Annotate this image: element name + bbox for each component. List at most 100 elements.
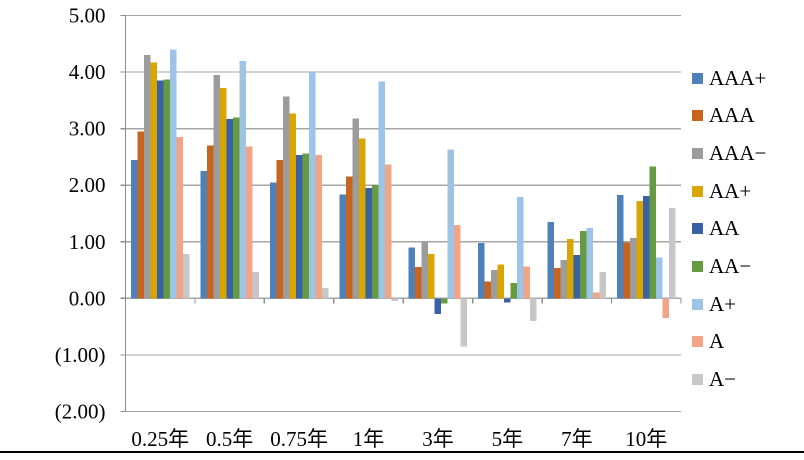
legend-swatch-icon	[692, 374, 703, 385]
x-axis-category-label: 0.5年	[206, 427, 253, 451]
bar	[497, 264, 505, 299]
bar	[408, 247, 416, 299]
legend-label: AA−	[709, 253, 752, 278]
bar	[630, 237, 637, 299]
bar	[269, 182, 277, 299]
legend-swatch-icon	[692, 110, 703, 122]
bar	[358, 138, 366, 299]
y-axis-tick-label: 5.00	[69, 4, 106, 28]
bar	[308, 72, 316, 299]
legend-swatch-icon	[692, 147, 703, 159]
bar	[163, 79, 170, 299]
bar	[226, 119, 233, 299]
y-axis-tick-label: 0.00	[69, 286, 106, 310]
bar	[586, 228, 594, 299]
bar	[289, 113, 296, 299]
bar	[219, 87, 227, 299]
y-axis-tick-label: 1.00	[69, 230, 106, 254]
bar	[517, 197, 524, 299]
bar	[352, 118, 359, 299]
x-axis-category-label: 10年	[625, 427, 667, 451]
bar	[421, 241, 429, 299]
bar	[643, 195, 650, 299]
legend-swatch-icon	[692, 185, 703, 197]
bar	[454, 224, 461, 299]
bar	[491, 270, 498, 299]
bar	[282, 96, 290, 299]
legend-swatch-icon	[692, 223, 703, 235]
x-axis-category-label: 7年	[561, 427, 593, 451]
x-axis-category-label: 0.25年	[131, 427, 189, 451]
bar	[143, 55, 151, 299]
legend-label: AAA−	[709, 140, 767, 165]
bar	[530, 298, 537, 321]
legend-item: A−	[692, 369, 766, 391]
x-axis-category-label: 0.75年	[270, 427, 328, 451]
bar	[547, 221, 555, 299]
bar	[428, 254, 435, 299]
bar	[599, 271, 607, 299]
page-border-line	[0, 451, 804, 453]
legend-item: AAA	[692, 105, 766, 127]
bar	[182, 254, 190, 299]
chart-legend: AAA+ AAA AAA− AA+ AA AA− A+ A A−	[692, 67, 766, 406]
bar	[623, 242, 631, 299]
legend-swatch-icon	[692, 298, 703, 310]
bar	[365, 188, 372, 299]
bar	[239, 60, 246, 299]
bar	[252, 271, 259, 299]
bar	[441, 298, 448, 304]
bar	[573, 254, 581, 299]
bar	[478, 242, 485, 299]
bar	[302, 153, 309, 299]
y-axis-tick-label: 2.00	[69, 173, 106, 197]
legend-item: A+	[692, 293, 766, 315]
bar	[510, 283, 518, 299]
bar	[176, 137, 183, 299]
y-axis-tick-label: 4.00	[69, 60, 106, 84]
bar	[200, 171, 207, 299]
bar	[617, 194, 624, 299]
legend-label: A+	[709, 291, 737, 316]
bar	[169, 49, 177, 299]
bar	[656, 257, 663, 299]
bar	[213, 74, 220, 299]
legend-label: AAA	[709, 103, 755, 128]
bar	[580, 231, 587, 299]
legend-swatch-icon	[692, 336, 703, 348]
legend-item: AA	[692, 218, 766, 240]
bar	[137, 131, 144, 299]
bar	[593, 292, 600, 299]
bar	[447, 149, 455, 299]
bar	[504, 298, 511, 303]
legend-swatch-icon	[692, 72, 703, 84]
legend-item: A	[692, 331, 766, 353]
bar	[295, 155, 303, 299]
bar	[649, 166, 657, 299]
legend-item: AAA−	[692, 142, 766, 164]
legend-item: AAA+	[692, 67, 766, 89]
legend-item: AA−	[692, 255, 766, 277]
bar	[371, 185, 379, 299]
bar	[415, 267, 422, 299]
y-axis-tick-label: (2.00)	[55, 400, 106, 424]
bar	[378, 81, 385, 299]
bar	[276, 159, 283, 299]
legend-label: A−	[709, 367, 737, 391]
y-axis-tick-label: 3.00	[69, 117, 106, 141]
bar	[315, 155, 322, 299]
bar	[434, 298, 442, 315]
legend-label: AAA+	[709, 65, 767, 90]
bar	[345, 176, 353, 299]
bar	[156, 80, 164, 299]
bar	[669, 207, 676, 299]
y-axis-tick-label: (1.00)	[55, 343, 106, 367]
x-axis-category-label: 3年	[422, 427, 454, 451]
bar	[321, 288, 329, 299]
legend-label: A	[709, 329, 725, 354]
bar	[460, 298, 468, 347]
bar	[150, 62, 157, 299]
bar	[245, 146, 253, 299]
